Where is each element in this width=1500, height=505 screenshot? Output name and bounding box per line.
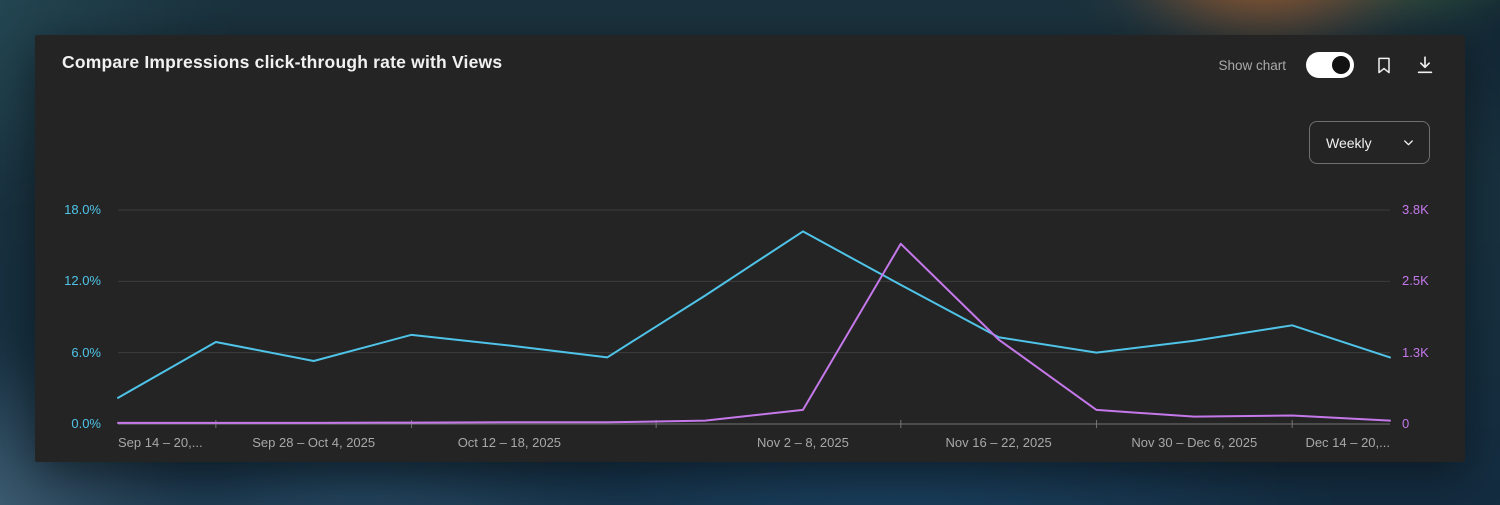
chevron-down-icon xyxy=(1401,135,1416,150)
chart-plot xyxy=(117,209,1391,428)
analytics-compare-card: Compare Impressions click-through rate w… xyxy=(35,35,1465,462)
interval-dropdown[interactable]: Weekly xyxy=(1309,121,1430,164)
x-axis-label: Sep 14 – 20,... xyxy=(118,435,203,450)
x-axis-label: Dec 14 – 20,... xyxy=(1305,435,1390,450)
x-axis-label: Oct 12 – 18, 2025 xyxy=(457,435,562,450)
show-chart-label: Show chart xyxy=(1218,57,1286,73)
y-axis-tick-left: 18.0% xyxy=(64,202,101,217)
y-axis-tick-right: 3.8K xyxy=(1402,202,1429,217)
download-icon xyxy=(1414,54,1436,76)
header-controls: Show chart xyxy=(1218,50,1436,80)
x-axis-label: Nov 16 – 22, 2025 xyxy=(945,435,1052,450)
bookmark-icon xyxy=(1374,55,1394,76)
show-chart-toggle[interactable] xyxy=(1306,52,1354,78)
bookmark-button[interactable] xyxy=(1374,55,1394,76)
page-title: Compare Impressions click-through rate w… xyxy=(62,52,503,72)
ctr-line xyxy=(117,230,1391,399)
y-axis-tick-right: 0 xyxy=(1402,416,1410,431)
x-axis-label: Sep 28 – Oct 4, 2025 xyxy=(252,435,376,450)
download-button[interactable] xyxy=(1414,54,1436,76)
interval-dropdown-value: Weekly xyxy=(1326,134,1372,151)
chart-area[interactable]: 0.0% 0 6.0% 1.3K 12.0% 2.5K 18.0% 3.8K Sep 14 – … xyxy=(35,35,1465,462)
y-axis-tick-left: 6.0% xyxy=(71,344,101,360)
views-line xyxy=(117,242,1391,424)
y-axis-tick-right: 1.3K xyxy=(1402,344,1429,360)
y-axis-tick-left: 12.0% xyxy=(64,273,101,289)
toggle-knob xyxy=(1332,56,1350,74)
y-axis-tick-left: 0.0% xyxy=(71,416,101,431)
x-axis-label: Nov 30 – Dec 6, 2025 xyxy=(1131,435,1258,450)
y-axis-tick-right: 2.5K xyxy=(1402,273,1429,289)
x-axis-label: Nov 2 – 8, 2025 xyxy=(757,435,849,450)
